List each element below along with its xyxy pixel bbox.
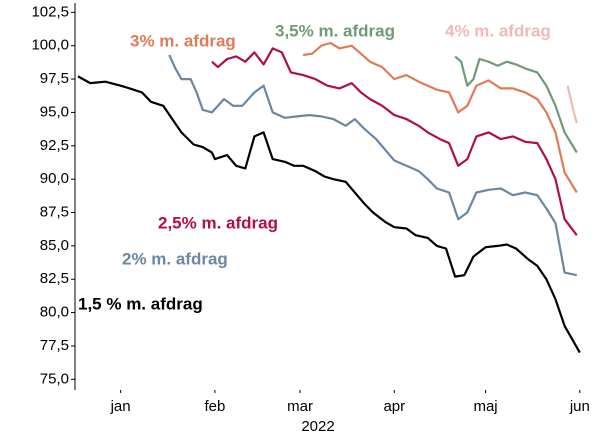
y-tick-label: 85,0 (40, 237, 69, 254)
y-tick-label: 82,5 (40, 270, 69, 287)
y-tick-label: 90,0 (40, 170, 69, 187)
y-tick-label: 102,5 (31, 3, 69, 20)
line-series (302, 41, 578, 194)
y-tick-label: 77,5 (40, 337, 69, 354)
line-series (77, 75, 581, 354)
x-tick-label: feb (204, 398, 225, 415)
line-series (168, 54, 578, 277)
x-tick-label: mar (287, 398, 313, 415)
line-series (454, 55, 578, 154)
series-label: 3,5% m. afdrag (275, 21, 395, 40)
series-label: 3% m. afdrag (130, 31, 236, 50)
x-axis-label: 2022 (301, 418, 334, 435)
line-series (211, 47, 578, 236)
y-tick-label: 75,0 (40, 370, 69, 387)
y-tick-label: 80,0 (40, 304, 69, 321)
x-tick-label: jun (569, 398, 590, 415)
y-tick-label: 97,5 (40, 70, 69, 87)
line-series (566, 85, 578, 124)
series-label: 2,5% m. afdrag (158, 213, 278, 232)
y-tick-label: 92,5 (40, 137, 69, 154)
x-tick-label: jan (110, 398, 131, 415)
x-tick-label: maj (473, 398, 497, 415)
series-label: 2% m. afdrag (122, 249, 228, 268)
y-tick-label: 95,0 (40, 103, 69, 120)
y-tick-label: 100,0 (31, 37, 69, 54)
series-label: 4% m. afdrag (445, 21, 551, 40)
x-tick-label: apr (383, 398, 405, 415)
y-tick-label: 87,5 (40, 203, 69, 220)
series-label: 1,5 % m. afdrag (78, 294, 203, 313)
